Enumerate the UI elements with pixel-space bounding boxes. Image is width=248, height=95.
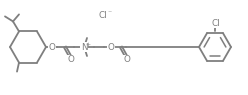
- Text: N: N: [81, 42, 87, 51]
- Text: O: O: [108, 42, 114, 51]
- Text: O: O: [124, 55, 130, 65]
- Text: ⁻: ⁻: [108, 8, 112, 17]
- Text: +: +: [85, 42, 90, 47]
- Text: O: O: [49, 42, 56, 51]
- Text: Cl: Cl: [99, 11, 107, 19]
- Text: Cl: Cl: [212, 19, 220, 27]
- Text: O: O: [67, 55, 74, 65]
